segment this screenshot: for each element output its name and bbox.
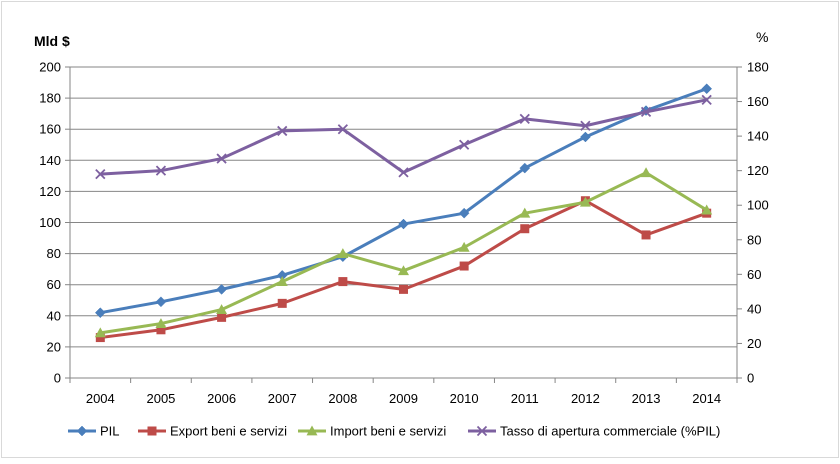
data-point bbox=[701, 94, 712, 105]
y2-axis-ticks: 0 20 40 60 80 100 120 140 160 180 bbox=[737, 60, 769, 386]
legend-item: Tasso di apertura commerciale (%PIL) bbox=[468, 424, 720, 439]
data-point bbox=[641, 230, 651, 240]
legend: PIL Export beni e servizi Import beni e se… bbox=[68, 424, 720, 439]
series-3 bbox=[95, 94, 712, 180]
data-point bbox=[276, 276, 288, 286]
data-point bbox=[216, 304, 228, 314]
data-point bbox=[216, 153, 227, 164]
y-tick-label: 0 bbox=[54, 371, 61, 386]
data-point bbox=[155, 318, 167, 328]
data-point bbox=[95, 333, 105, 343]
y-tick-label: 180 bbox=[39, 91, 61, 106]
x-tick-label: 2009 bbox=[389, 391, 418, 406]
y2-tick-label: 160 bbox=[747, 94, 769, 109]
y2-tick-label: 0 bbox=[747, 371, 754, 386]
y2-tick-label: 140 bbox=[747, 129, 769, 144]
y-tick-label: 160 bbox=[39, 122, 61, 137]
y-tick-label: 60 bbox=[47, 277, 61, 292]
x-tick-label: 2010 bbox=[450, 391, 479, 406]
legend-swatch-marker bbox=[306, 425, 318, 436]
y2-tick-label: 20 bbox=[747, 336, 761, 351]
data-point bbox=[701, 83, 713, 95]
y-axis-title: Mld $ bbox=[34, 33, 70, 49]
legend-swatch-marker bbox=[476, 425, 488, 437]
legend-label: Export beni e servizi bbox=[170, 424, 287, 439]
y-tick-label: 100 bbox=[39, 215, 61, 230]
y2-tick-label: 80 bbox=[747, 232, 761, 247]
x-tick-label: 2013 bbox=[632, 391, 661, 406]
data-point bbox=[701, 204, 713, 215]
data-point bbox=[458, 207, 470, 219]
legend-label: Import beni e servizi bbox=[330, 424, 446, 439]
data-point bbox=[337, 248, 349, 258]
data-point bbox=[519, 113, 530, 124]
data-point bbox=[155, 165, 167, 176]
x-tick-label: 2012 bbox=[571, 391, 600, 406]
x-tick-label: 2005 bbox=[146, 391, 175, 406]
data-point bbox=[156, 325, 166, 335]
series-0 bbox=[94, 83, 713, 319]
data-point bbox=[399, 284, 408, 294]
x-tick-label: 2008 bbox=[328, 391, 357, 406]
data-point bbox=[277, 125, 288, 137]
data-point bbox=[520, 224, 530, 234]
x-axis-ticks: 2004 2005 2006 2007 2008 2009 2010 2011 2012 2013… bbox=[69, 378, 738, 406]
data-point bbox=[94, 307, 106, 319]
y2-tick-label: 180 bbox=[747, 60, 769, 75]
y2-tick-label: 100 bbox=[747, 198, 769, 213]
x-tick-label: 2006 bbox=[207, 391, 236, 406]
data-point bbox=[155, 296, 167, 308]
y-tick-label: 120 bbox=[39, 184, 61, 199]
data-point bbox=[458, 241, 470, 252]
legend-swatch-marker bbox=[147, 426, 157, 436]
series bbox=[94, 83, 713, 343]
legend-item: Export beni e servizi bbox=[138, 424, 287, 439]
x-tick-label: 2011 bbox=[511, 391, 539, 406]
data-point bbox=[277, 298, 287, 308]
data-point bbox=[458, 139, 470, 150]
x-tick-label: 2014 bbox=[692, 391, 721, 406]
y2-tick-label: 40 bbox=[747, 301, 761, 316]
data-point bbox=[579, 196, 591, 207]
data-point bbox=[640, 106, 652, 118]
data-point bbox=[519, 207, 531, 218]
y-tick-label: 40 bbox=[47, 308, 61, 323]
y-tick-label: 20 bbox=[47, 339, 61, 354]
data-point bbox=[640, 167, 652, 178]
x-tick-label: 2007 bbox=[268, 391, 297, 406]
data-point bbox=[95, 168, 106, 180]
legend-label: Tasso di apertura commerciale (%PIL) bbox=[500, 424, 720, 439]
x-tick-label: 2004 bbox=[86, 391, 115, 406]
y-tick-label: 140 bbox=[39, 153, 61, 168]
y2-axis-title: % bbox=[756, 29, 768, 45]
data-point bbox=[94, 327, 106, 338]
data-point bbox=[580, 131, 591, 143]
legend-item: Import beni e servizi bbox=[298, 424, 446, 439]
data-point bbox=[217, 312, 227, 322]
y-tick-label: 80 bbox=[47, 246, 61, 261]
series-2 bbox=[94, 167, 713, 338]
legend-item: PIL bbox=[68, 424, 120, 439]
legend-label: PIL bbox=[100, 424, 120, 439]
data-point bbox=[398, 218, 409, 230]
data-point bbox=[216, 284, 227, 295]
data-point bbox=[398, 167, 409, 178]
y2-tick-label: 120 bbox=[747, 163, 769, 178]
y-axis-ticks: 0 20 40 60 80 100 120 140 160 180 200 bbox=[39, 60, 70, 386]
y-tick-label: 200 bbox=[39, 60, 61, 75]
data-point bbox=[459, 261, 469, 271]
data-point bbox=[580, 120, 591, 131]
data-point bbox=[338, 277, 348, 287]
legend-swatch-marker bbox=[76, 425, 88, 437]
y2-tick-label: 60 bbox=[747, 267, 761, 282]
data-point bbox=[398, 265, 409, 276]
data-point bbox=[337, 124, 349, 135]
data-point bbox=[519, 162, 531, 174]
